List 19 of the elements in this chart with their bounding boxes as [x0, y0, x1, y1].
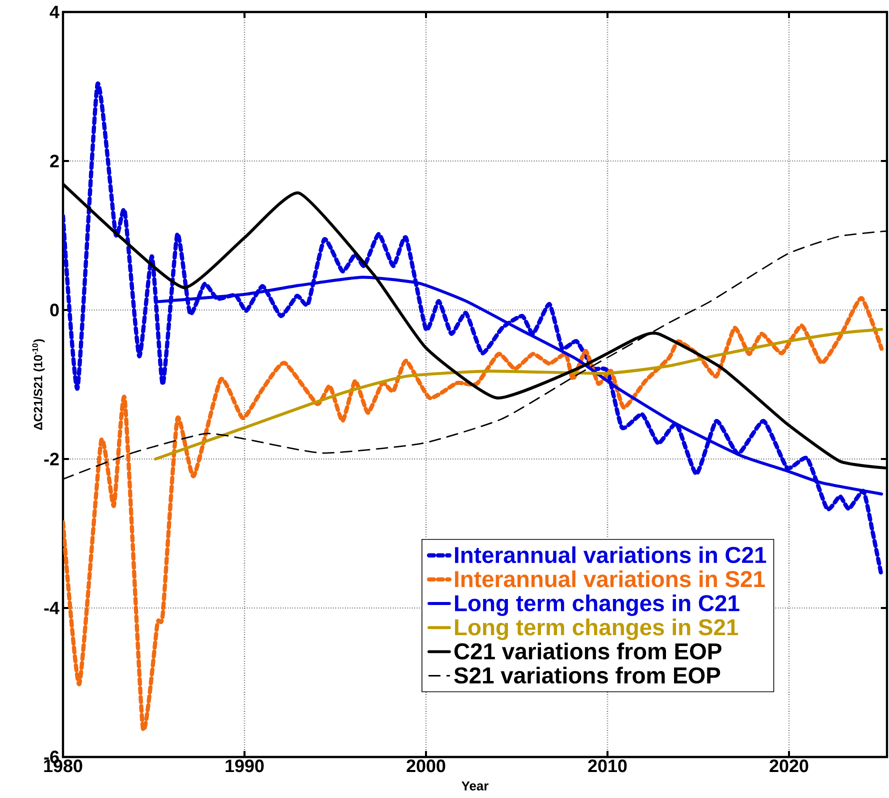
legend-label: Long term changes in C21 — [455, 594, 740, 616]
legend-label: Long term changes in S21 — [455, 618, 738, 640]
line-series — [63, 296, 884, 730]
y-tick-label: 4 — [50, 6, 60, 18]
x-tick-label: 2010 — [588, 760, 627, 772]
y-tick-label: 2 — [50, 154, 59, 168]
x-tick-label: 1990 — [226, 760, 264, 772]
x-tick-label: 2000 — [406, 760, 446, 772]
line-series — [154, 328, 884, 460]
y-tick-label: 0 — [50, 304, 59, 316]
legend-label: Interannual variations in S21 — [455, 570, 765, 588]
legend-label: S21 variations from EOP — [454, 666, 720, 684]
y-tick-label: -2 — [44, 452, 59, 466]
y-axis-title: ΔC21/S21 (10$^{-10}$) — [32, 339, 45, 430]
legend-label: C21 variations from EOP — [454, 642, 722, 660]
y-tick-label: -4 — [44, 602, 60, 614]
x-tick-label: 2020 — [770, 760, 808, 772]
legend-label: Interannual variations in C21 — [455, 546, 766, 564]
x-axis-title: Year — [462, 781, 488, 790]
